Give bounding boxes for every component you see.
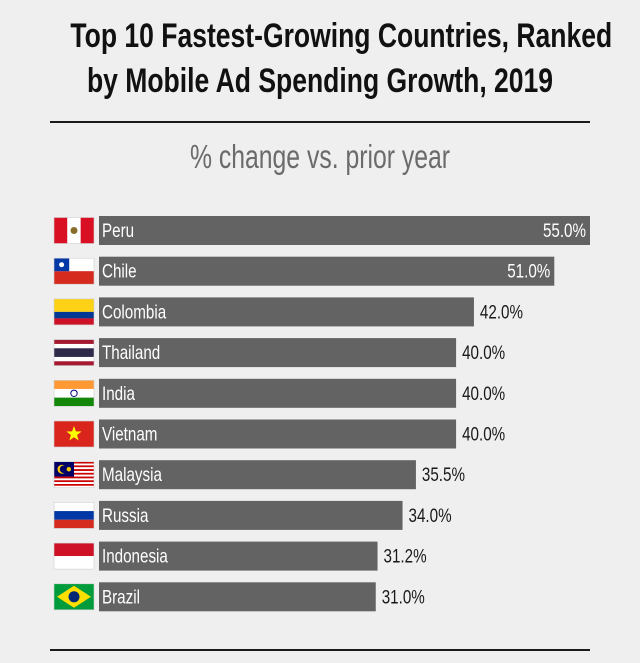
bar-chile [99,256,555,286]
value-label-russia: 34.0% [409,504,452,526]
category-label-vietnam: Vietnam [102,423,157,445]
value-label-chile: 51.0% [507,260,550,282]
bar-india [99,378,457,408]
colombia-flag-icon [53,298,95,326]
category-label-chile: Chile [102,260,137,282]
category-label-malaysia: Malaysia [102,464,162,486]
brazil-flag-icon [53,583,95,611]
category-label-brazil: Brazil [102,586,140,608]
bar-brazil [99,582,376,612]
bar-vietnam [99,419,457,449]
value-label-india: 40.0% [462,382,505,404]
value-label-vietnam: 40.0% [462,423,505,445]
chart-title-line-1: Top 10 Fastest-Growing Countries, Ranked [70,17,613,55]
bar-russia [99,500,403,530]
bar-peru [99,216,590,245]
thailand-flag-icon [53,339,95,366]
indonesia-flag-icon [53,542,95,570]
malaysia-flag-icon [53,461,95,489]
category-label-thailand: Thailand [102,341,160,363]
chart-title-line-2: by Mobile Ad Spending Growth, 2019 [86,62,554,100]
peru-flag-icon [53,217,95,244]
value-label-colombia: 42.0% [480,301,523,323]
vietnam-flag-icon [53,420,95,448]
chart-title: Top 10 Fastest-Growing Countries, Ranked… [70,14,613,104]
bar-colombia [99,297,474,327]
value-label-indonesia: 31.2% [384,545,427,567]
bar-malaysia [99,460,416,490]
india-flag-icon [53,379,95,407]
value-label-brazil: 31.0% [382,586,425,608]
value-label-peru: 55.0% [543,219,586,241]
chart-subtitle: % change vs. prior year [189,138,450,175]
bar-thailand [99,338,457,368]
top-divider [50,121,590,123]
category-label-indonesia: Indonesia [102,545,168,567]
bar-indonesia [99,541,378,571]
value-label-malaysia: 35.5% [422,464,465,486]
bottom-divider [50,649,590,651]
chile-flag-icon [53,257,95,285]
category-label-colombia: Colombia [102,301,167,323]
russia-flag-icon [53,502,95,529]
value-label-thailand: 40.0% [462,341,505,363]
category-label-india: India [102,382,135,404]
category-label-russia: Russia [102,504,149,526]
category-label-peru: Peru [102,219,134,241]
